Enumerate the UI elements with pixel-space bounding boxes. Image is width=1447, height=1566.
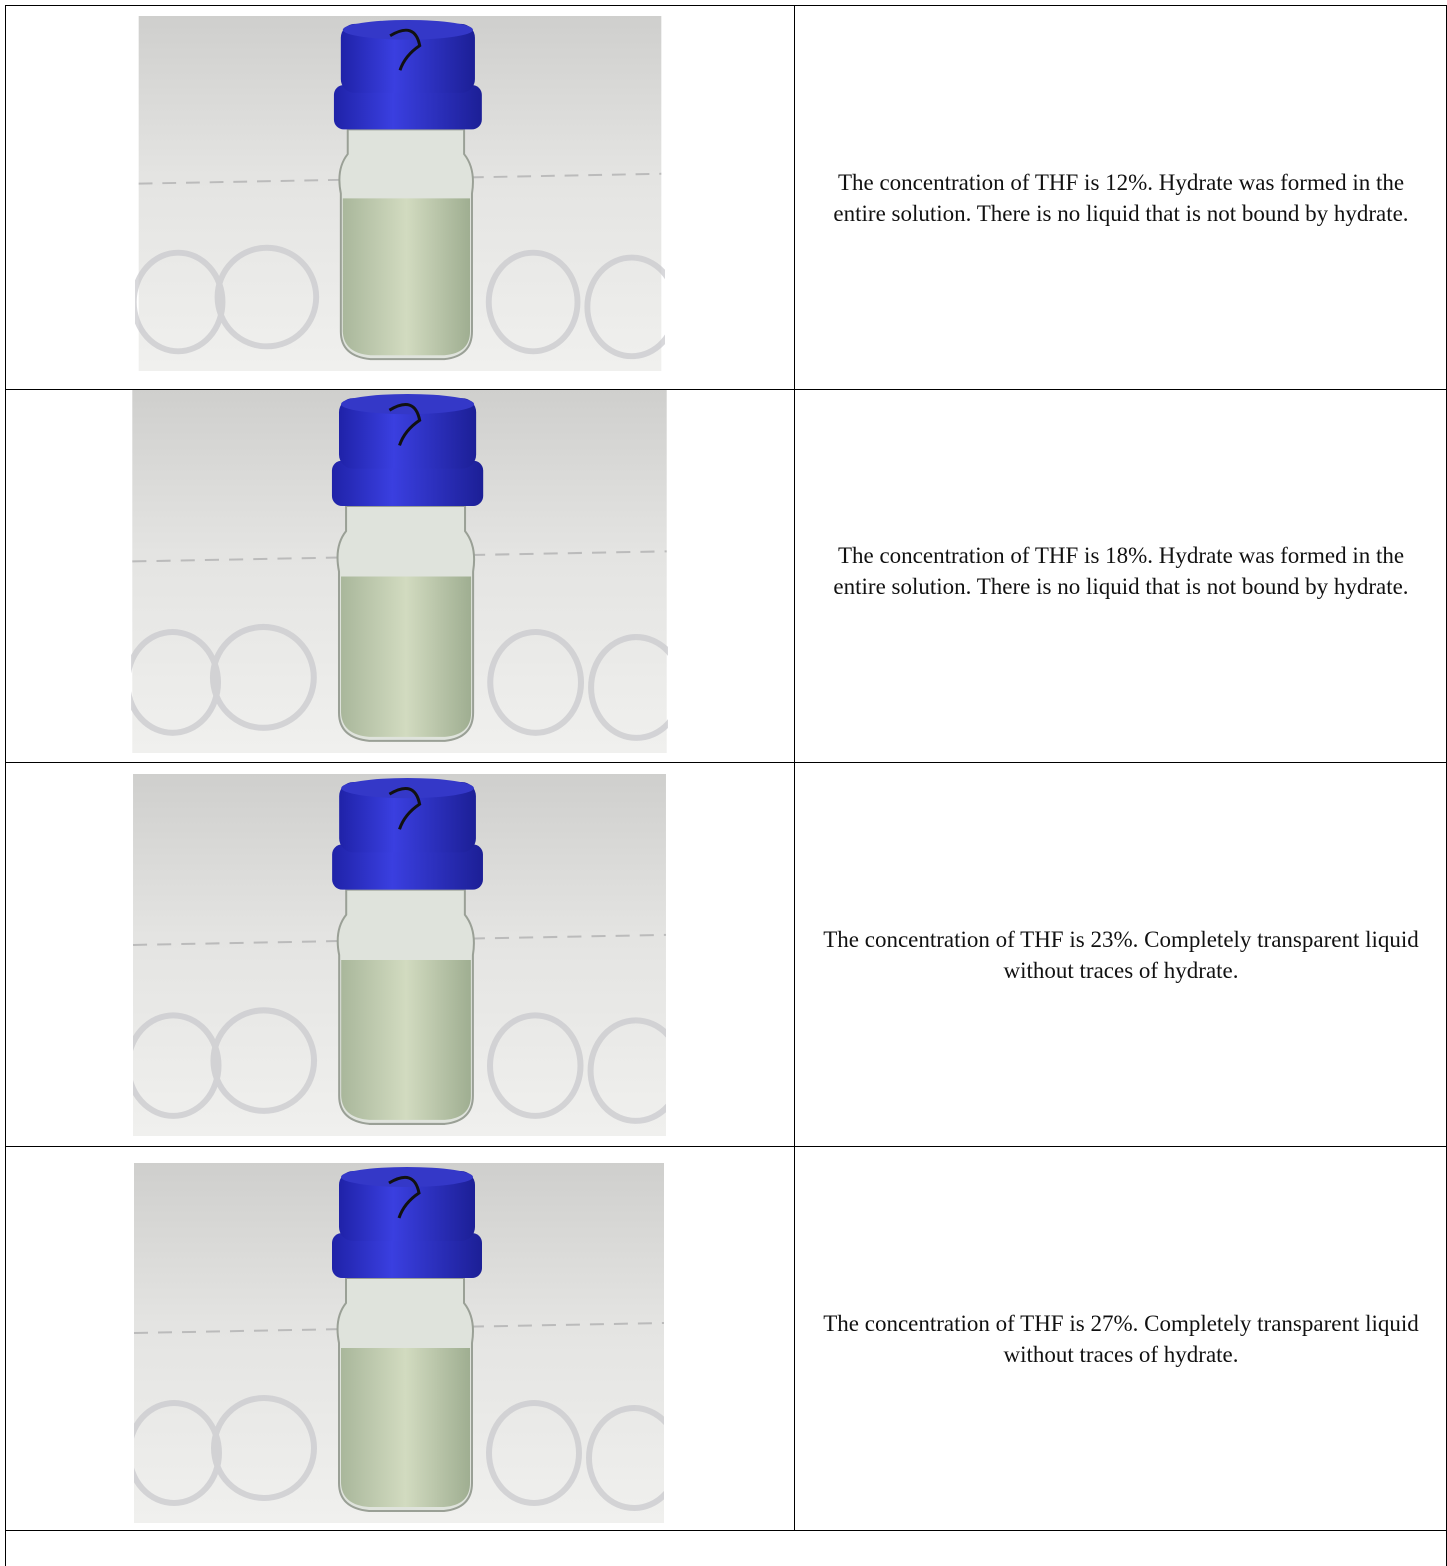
image-cell xyxy=(6,6,795,389)
table-row: The concentration of THF is 18%. Hydrate… xyxy=(6,379,1446,763)
image-cell xyxy=(6,379,795,762)
description: The concentration of THF is 12%. Hydrate… xyxy=(796,6,1446,389)
image-cell xyxy=(6,763,795,1146)
description: The concentration of THF is 23%. Complet… xyxy=(796,763,1446,1146)
description: The concentration of THF is 27%. Complet… xyxy=(796,1147,1446,1530)
photo xyxy=(131,390,668,753)
photo xyxy=(134,1157,664,1529)
table-row: The concentration of THF is 27%. Complet… xyxy=(6,1147,1446,1531)
image-cell xyxy=(6,1147,795,1530)
table: The concentration of THF is 12%. Hydrate… xyxy=(5,5,1447,1566)
table-row: The concentration of THF is 23%. Complet… xyxy=(6,763,1446,1147)
photo xyxy=(135,16,665,371)
page: The concentration of THF is 12%. Hydrate… xyxy=(0,0,1447,1524)
description: The concentration of THF is 18%. Hydrate… xyxy=(796,379,1446,762)
table-row: The concentration of THF is 12%. Hydrate… xyxy=(6,6,1446,390)
photo xyxy=(133,774,666,1136)
